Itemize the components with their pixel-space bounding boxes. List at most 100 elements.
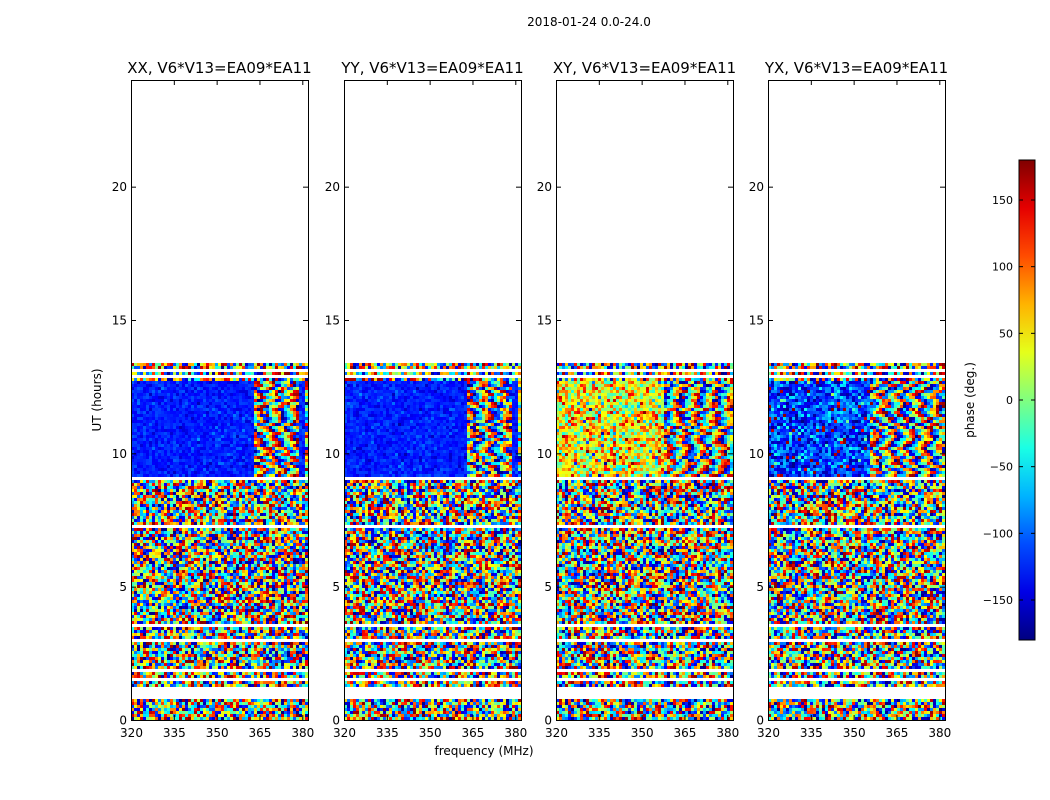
heatmap-cell [293, 465, 296, 468]
heatmap-cell [296, 657, 299, 660]
heatmap-cell [161, 489, 164, 492]
heatmap-cell [188, 489, 191, 492]
heatmap-cell [146, 438, 149, 441]
heatmap-cell [245, 537, 248, 540]
heatmap-cell [263, 504, 266, 507]
heatmap-cell [272, 492, 275, 495]
heatmap-cell [176, 711, 179, 714]
heatmap-cell [212, 492, 215, 495]
heatmap-cell [194, 522, 197, 525]
heatmap-cell [248, 543, 251, 546]
heatmap-cell [272, 609, 275, 612]
heatmap-cell [296, 462, 299, 465]
heatmap-cell [275, 585, 278, 588]
heatmap-cell [134, 612, 137, 615]
heatmap-cell [131, 576, 134, 579]
heatmap-cell [143, 591, 146, 594]
heatmap-cell [296, 444, 299, 447]
heatmap-cell [173, 615, 176, 618]
heatmap-cell [149, 570, 152, 573]
heatmap-cell [182, 648, 185, 651]
heatmap-cell [209, 579, 212, 582]
heatmap-cell [224, 651, 227, 654]
heatmap-cell [179, 537, 182, 540]
heatmap-cell [146, 447, 149, 450]
heatmap-cell [131, 471, 134, 474]
heatmap-cell [209, 462, 212, 465]
heatmap-cell [143, 474, 146, 477]
heatmap-cell [296, 486, 299, 489]
heatmap-cell [245, 603, 248, 606]
heatmap-cell [152, 438, 155, 441]
heatmap-cell [290, 510, 293, 513]
heatmap-cell [206, 453, 209, 456]
heatmap-cell [203, 708, 206, 711]
heatmap-cell [164, 444, 167, 447]
heatmap-cell [173, 555, 176, 558]
heatmap-cell [218, 642, 221, 645]
heatmap-cell [269, 651, 272, 654]
heatmap-cell [188, 627, 191, 630]
heatmap-cell [278, 486, 281, 489]
heatmap-cell [173, 513, 176, 516]
heatmap-cell [254, 591, 257, 594]
heatmap-cell [206, 633, 209, 636]
heatmap-cell [179, 576, 182, 579]
heatmap-cell [221, 528, 224, 531]
heatmap-cell [158, 507, 161, 510]
heatmap-cell [176, 504, 179, 507]
heatmap-cell [248, 504, 251, 507]
heatmap-cell [239, 459, 242, 462]
heatmap-cell [167, 528, 170, 531]
heatmap-cell [191, 615, 194, 618]
heatmap-cell [191, 663, 194, 666]
heatmap-cell [137, 489, 140, 492]
heatmap-cell [155, 654, 158, 657]
heatmap-cell [290, 573, 293, 576]
heatmap-cell [179, 612, 182, 615]
heatmap-cell [293, 711, 296, 714]
heatmap-cell [290, 483, 293, 486]
heatmap-cell [191, 555, 194, 558]
heatmap-cell [299, 621, 302, 624]
heatmap-cell [275, 663, 278, 666]
heatmap-cell [242, 651, 245, 654]
heatmap-cell [236, 642, 239, 645]
heatmap-cell [245, 516, 248, 519]
heatmap-cell [287, 630, 290, 633]
heatmap-cell [293, 591, 296, 594]
heatmap-cell [287, 606, 290, 609]
heatmap-cell [173, 666, 176, 669]
heatmap-cell [260, 570, 263, 573]
heatmap-cell [290, 705, 293, 708]
heatmap-cell [167, 600, 170, 603]
heatmap-cell [299, 651, 302, 654]
heatmap-cell [167, 450, 170, 453]
heatmap-cell [215, 684, 218, 687]
heatmap-cell [176, 456, 179, 459]
heatmap-cell [191, 465, 194, 468]
heatmap-cell [236, 549, 239, 552]
heatmap-cell [167, 651, 170, 654]
heatmap-cell [221, 492, 224, 495]
heatmap-cell [242, 621, 245, 624]
heatmap-cell [227, 606, 230, 609]
heatmap-cell [143, 510, 146, 513]
heatmap-cell [227, 576, 230, 579]
heatmap-cell [140, 486, 143, 489]
heatmap-cell [272, 717, 275, 720]
heatmap-cell [221, 549, 224, 552]
heatmap-cell [131, 648, 134, 651]
heatmap-cell [212, 582, 215, 585]
heatmap-cell [257, 663, 260, 666]
heatmap-cell [137, 540, 140, 543]
heatmap-cell [143, 603, 146, 606]
heatmap-cell [212, 453, 215, 456]
heatmap-cell [197, 636, 200, 639]
heatmap-cell [149, 501, 152, 504]
heatmap-cell [263, 660, 266, 663]
heatmap-cell [140, 531, 143, 534]
heatmap-cell [233, 633, 236, 636]
heatmap-cell [179, 513, 182, 516]
